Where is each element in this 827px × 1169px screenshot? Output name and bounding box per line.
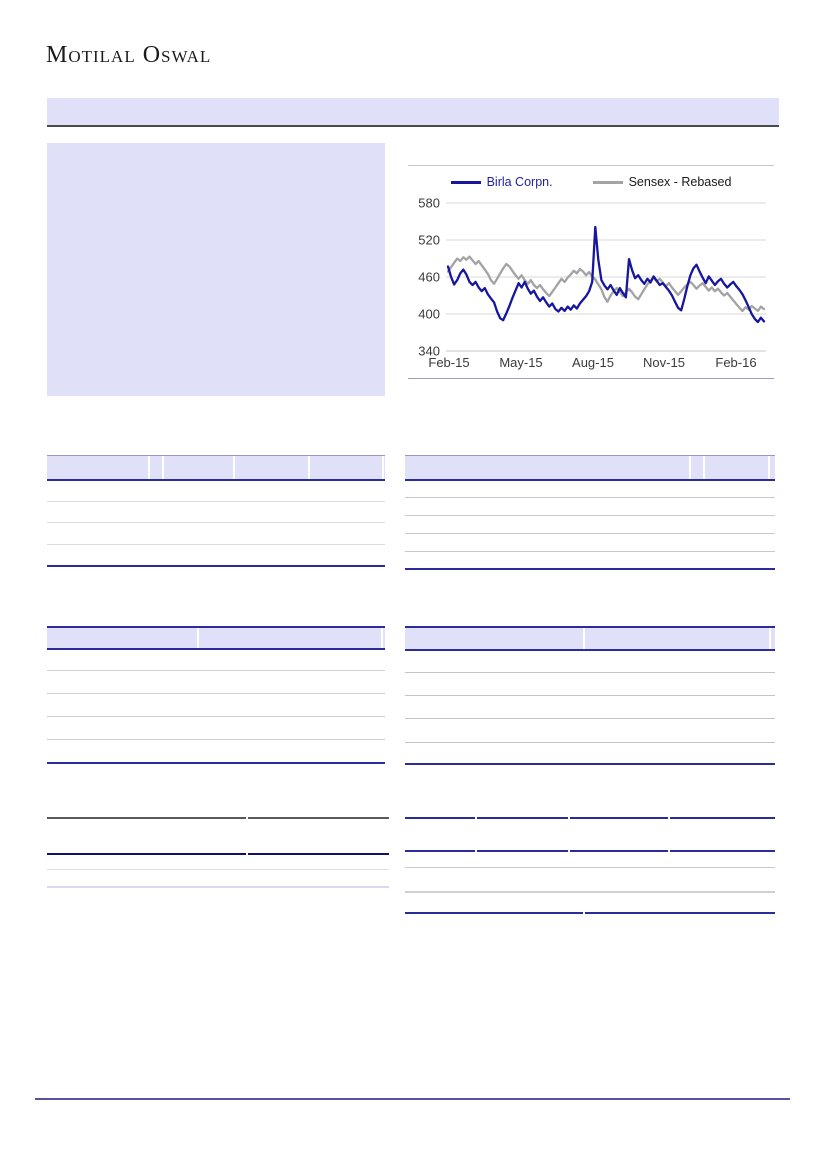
table-row bbox=[47, 717, 385, 740]
table-row bbox=[47, 740, 385, 764]
title-banner bbox=[47, 98, 779, 127]
stock-chart: Birla Corpn. Sensex - Rebased 580 520 460 4… bbox=[408, 165, 774, 379]
chart-legend: Birla Corpn. Sensex - Rebased bbox=[408, 166, 774, 195]
brand-logo: Motilal Oswal bbox=[46, 42, 212, 68]
horizontal-rule bbox=[47, 869, 389, 870]
horizontal-rule bbox=[405, 891, 775, 893]
table-row bbox=[47, 671, 385, 694]
column-divider bbox=[767, 456, 770, 479]
table-row bbox=[405, 719, 775, 743]
column-divider bbox=[582, 628, 585, 649]
column-divider bbox=[307, 456, 310, 479]
table-header-row bbox=[405, 455, 775, 481]
legend-label-sensex: Sensex - Rebased bbox=[628, 175, 732, 189]
table-row bbox=[47, 545, 385, 567]
table-row bbox=[405, 498, 775, 516]
svg-text:460: 460 bbox=[418, 270, 440, 285]
table-row bbox=[47, 481, 385, 502]
svg-text:May-15: May-15 bbox=[499, 355, 542, 370]
svg-text:Nov-15: Nov-15 bbox=[643, 355, 685, 370]
column-divider bbox=[161, 456, 164, 479]
svg-text:Aug-15: Aug-15 bbox=[572, 355, 614, 370]
table-row bbox=[47, 502, 385, 523]
column-divider bbox=[148, 456, 151, 479]
table-row bbox=[47, 523, 385, 545]
legend-line-swatch-sensex bbox=[592, 180, 623, 184]
legend-line-swatch-birla bbox=[450, 180, 481, 184]
footer-rule bbox=[35, 1098, 790, 1100]
table-row bbox=[47, 650, 385, 671]
table-mid-right bbox=[405, 626, 775, 765]
svg-text:Feb-15: Feb-15 bbox=[428, 355, 469, 370]
summary-box bbox=[47, 143, 385, 396]
legend-label-birla: Birla Corpn. bbox=[486, 175, 553, 189]
table-row bbox=[405, 696, 775, 719]
column-divider bbox=[702, 456, 705, 479]
horizontal-rule bbox=[405, 867, 775, 868]
svg-text:520: 520 bbox=[418, 233, 440, 248]
horizontal-rule bbox=[47, 886, 389, 888]
column-divider bbox=[232, 456, 235, 479]
column-divider bbox=[380, 628, 383, 648]
table-row bbox=[405, 534, 775, 552]
column-divider bbox=[196, 628, 199, 648]
table-mid-left bbox=[47, 626, 385, 764]
column-divider bbox=[689, 456, 692, 479]
table-row bbox=[405, 651, 775, 673]
svg-text:400: 400 bbox=[418, 307, 440, 322]
table-row bbox=[405, 481, 775, 498]
table-header-row bbox=[405, 626, 775, 651]
svg-text:580: 580 bbox=[418, 196, 440, 211]
svg-text:340: 340 bbox=[418, 344, 440, 359]
table-row bbox=[47, 694, 385, 717]
table-row bbox=[405, 673, 775, 696]
svg-text:Feb-16: Feb-16 bbox=[715, 355, 756, 370]
rule-group-bottom-right bbox=[405, 817, 775, 914]
table-top-left bbox=[47, 455, 385, 567]
rule-group-bottom-left bbox=[47, 817, 389, 888]
table-row bbox=[405, 743, 775, 765]
table-header-row bbox=[47, 626, 385, 650]
column-divider bbox=[381, 456, 384, 479]
column-divider bbox=[769, 628, 772, 649]
table-header-row bbox=[47, 455, 385, 481]
legend-item-sensex: Sensex - Rebased bbox=[592, 175, 732, 189]
table-row bbox=[405, 552, 775, 570]
table-row bbox=[405, 516, 775, 534]
table-top-right bbox=[405, 455, 775, 570]
legend-item-birla: Birla Corpn. bbox=[450, 175, 553, 189]
